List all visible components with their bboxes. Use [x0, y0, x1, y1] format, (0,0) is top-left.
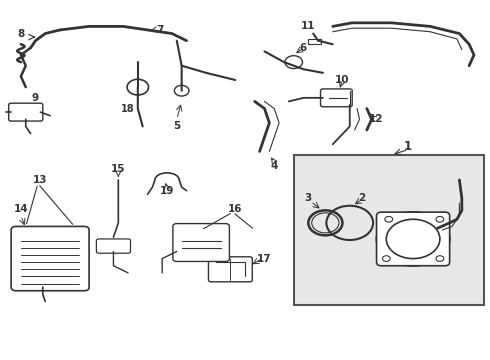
Text: 4: 4: [270, 161, 278, 171]
FancyBboxPatch shape: [173, 224, 229, 261]
Circle shape: [382, 256, 390, 261]
Text: 15: 15: [111, 164, 125, 174]
Text: 11: 11: [301, 21, 316, 31]
Text: 12: 12: [369, 114, 384, 124]
FancyBboxPatch shape: [9, 103, 43, 121]
Text: 7: 7: [156, 25, 164, 35]
Text: 3: 3: [305, 193, 312, 203]
Text: 6: 6: [300, 43, 307, 53]
Bar: [308, 39, 320, 44]
FancyBboxPatch shape: [208, 257, 252, 282]
Text: 19: 19: [160, 186, 174, 196]
Circle shape: [385, 216, 392, 222]
Bar: [294, 155, 484, 305]
FancyBboxPatch shape: [376, 212, 450, 266]
Text: 18: 18: [121, 104, 135, 113]
FancyBboxPatch shape: [11, 226, 89, 291]
Text: 13: 13: [33, 175, 48, 185]
Text: 8: 8: [17, 28, 24, 39]
Text: 5: 5: [173, 121, 180, 131]
Text: 16: 16: [228, 203, 243, 213]
Text: 17: 17: [257, 253, 272, 264]
Text: 10: 10: [335, 75, 350, 85]
Circle shape: [436, 216, 444, 222]
FancyBboxPatch shape: [320, 89, 352, 107]
Text: 2: 2: [358, 193, 366, 203]
Text: 1: 1: [404, 140, 412, 153]
Text: 9: 9: [32, 93, 39, 103]
FancyBboxPatch shape: [97, 239, 130, 253]
Circle shape: [436, 256, 444, 261]
Text: 14: 14: [14, 203, 28, 213]
